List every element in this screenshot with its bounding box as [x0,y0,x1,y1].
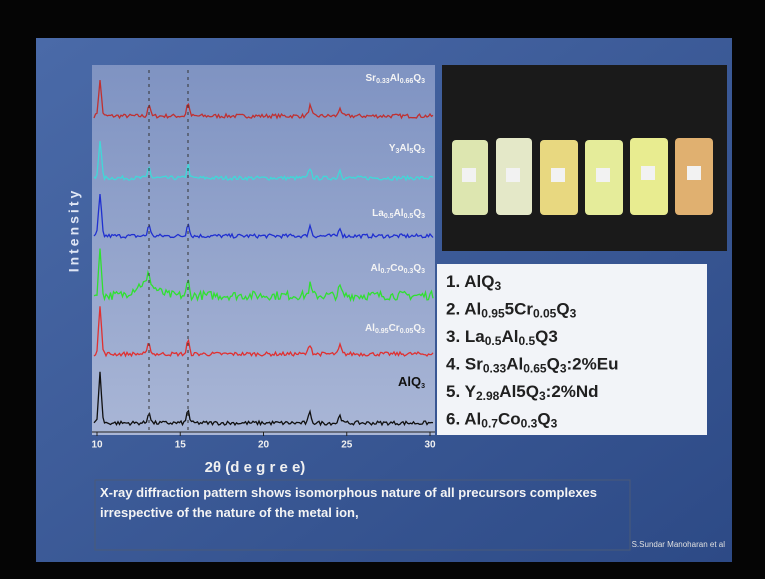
legend-item: 1. AlQ3 [446,272,502,293]
text-part: 3. La [446,327,485,346]
y-axis-label: Intensity [66,188,82,273]
subscript: 0.95 [375,328,389,335]
trace-label: Al0.7Co0.3Q3 [371,263,426,275]
trace-label: Sr0.33Al0.66Q3 [366,73,426,85]
legend-item: 5. Y2.98Al5Q3:2%Nd [446,382,599,403]
text-part: AlQ [398,374,421,389]
x-axis-label: 2θ (d e g r e e) [205,459,306,476]
text-part: Q [547,355,560,374]
trace-label: La0.5Al0.5Q3 [372,208,425,220]
legend-item: 3. La0.5Al0.5Q3 [446,327,558,348]
text-part: Al [506,355,523,374]
x-tick-label: 20 [258,440,270,451]
trace-label: AlQ3 [398,374,425,389]
subscript: 0.65 [523,362,547,376]
legend-item: 6. Al0.7Co0.3Q3 [446,410,558,431]
subscript: 3 [570,307,577,321]
text-part: Al [371,263,381,274]
subscript: 0.05 [533,307,557,321]
text-part: Al [501,327,518,346]
text-part: :2%Eu [567,355,619,374]
subscript: 0.05 [400,328,414,335]
subscript: 0.3 [521,417,538,431]
subscript: 0.7 [481,417,498,431]
subscript: 0.33 [483,362,507,376]
subscript: 0.3 [404,268,414,275]
subscript: 3 [421,328,425,335]
text-part: Q3 [535,327,558,346]
subscript: 0.5 [404,213,414,220]
text-part: Al [399,143,409,154]
subscript: 0.95 [481,307,505,321]
subscript: 3 [421,268,425,275]
text-part: Al [365,323,375,334]
subscript: 3 [551,417,558,431]
text-part: Al5Q [499,382,539,401]
subscript: 3 [495,279,502,293]
x-tick-label: 30 [424,440,436,451]
text-part: 4. Sr [446,355,483,374]
x-tick-label: 25 [341,440,353,451]
subscript: 0.5 [518,334,535,348]
text-part: 1. AlQ [446,272,495,291]
subscript: 2.98 [476,389,500,403]
caption-text: X-ray diffraction pattern shows isomorph… [100,483,625,523]
plot-area [92,65,435,435]
subscript: 3 [421,383,425,390]
text-part: Co [498,410,521,429]
subscript: 0.5 [485,334,502,348]
subscript: 3 [421,148,425,155]
legend-item: 2. Al0.955Cr0.05Q3 [446,300,577,321]
text-part: Sr [366,73,377,84]
subscript: 3 [421,78,425,85]
slide: Intensity 2θ (d e g r e e) X-ray diffrac… [0,0,765,579]
subscript: 0.7 [381,268,391,275]
sample-photo [442,65,727,251]
text-part: Al [394,208,404,219]
x-tick-label: 10 [91,440,103,451]
text-part: Al [390,73,400,84]
subscript: 0.5 [384,213,394,220]
credit: S.Sundar Manoharan et al [632,540,726,549]
text-part: La [372,208,384,219]
text-part: Q [556,300,569,319]
text-part: 6. Al [446,410,481,429]
screenshot: Intensity 2θ (d e g r e e) X-ray diffrac… [0,0,765,579]
text-part: :2%Nd [546,382,599,401]
trace-label: Al0.95Cr0.05Q3 [365,323,425,335]
text-part: 2. Al [446,300,481,319]
text-part: 5Cr [505,300,534,319]
x-tick-label: 15 [175,440,187,451]
caption: X-ray diffraction pattern shows isomorph… [100,483,625,549]
text-part: Cr [389,323,400,334]
text-part: 5. Y [446,382,477,401]
text-part: Co [390,263,403,274]
subscript: 0.66 [400,78,414,85]
trace-label: Y3Al5Q3 [389,143,425,155]
subscript: 3 [421,213,425,220]
text-part: Q [537,410,550,429]
subscript: 0.33 [376,78,390,85]
